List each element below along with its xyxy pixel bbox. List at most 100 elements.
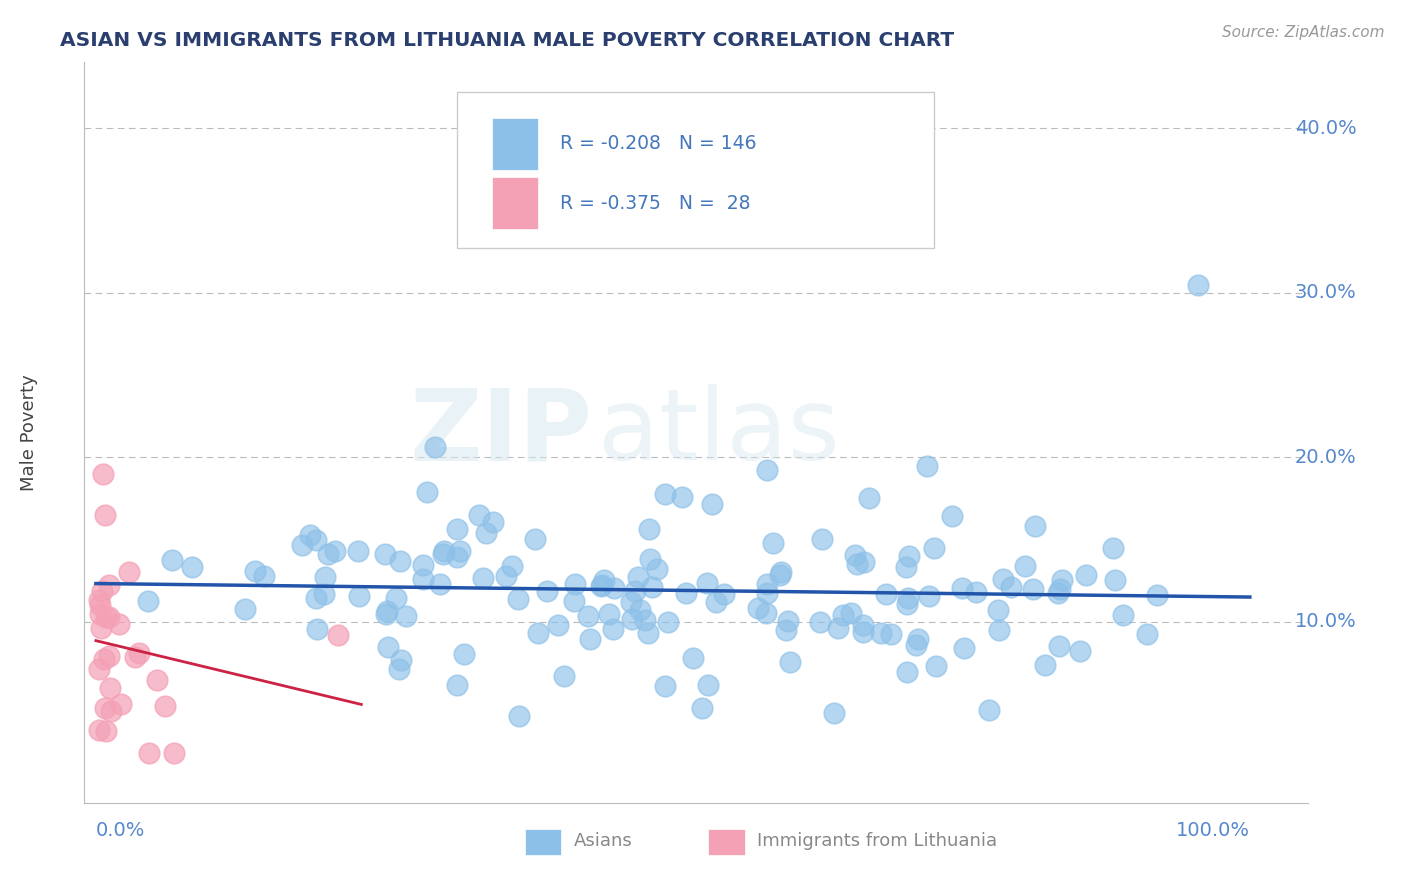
Point: [291, 538, 314, 552]
Point: [654, 487, 676, 501]
Point: [905, 638, 928, 652]
Point: [429, 576, 451, 591]
Text: Source: ZipAtlas.com: Source: ZipAtlas.com: [1222, 25, 1385, 40]
Point: [449, 543, 471, 558]
Point: [823, 706, 845, 721]
Point: [770, 565, 793, 579]
Point: [501, 559, 523, 574]
Point: [423, 440, 446, 454]
Point: [146, 673, 169, 687]
Point: [312, 587, 335, 601]
Text: Immigrants from Lithuania: Immigrants from Lithuania: [758, 832, 997, 850]
Point: [124, 650, 146, 665]
Point: [412, 572, 434, 586]
Point: [94, 610, 117, 624]
Point: [682, 651, 704, 665]
Point: [627, 570, 650, 584]
Point: [180, 560, 202, 574]
Point: [1014, 558, 1036, 573]
Point: [298, 528, 321, 542]
Point: [811, 532, 834, 546]
Point: [325, 544, 347, 558]
Point: [553, 669, 575, 683]
Point: [305, 622, 328, 636]
Point: [915, 458, 938, 473]
Point: [696, 576, 718, 591]
Point: [527, 625, 550, 640]
Point: [316, 547, 339, 561]
Point: [593, 573, 616, 587]
Point: [675, 586, 697, 600]
Point: [700, 497, 723, 511]
Point: [852, 618, 875, 632]
Point: [446, 522, 468, 536]
Point: [495, 569, 517, 583]
Point: [839, 606, 862, 620]
Point: [756, 586, 779, 600]
Point: [536, 584, 558, 599]
Point: [697, 678, 720, 692]
Point: [1146, 588, 1168, 602]
Point: [897, 591, 920, 606]
Point: [243, 564, 266, 578]
Point: [1033, 657, 1056, 672]
Point: [991, 572, 1014, 586]
Point: [844, 548, 866, 562]
Point: [1069, 644, 1091, 658]
Point: [628, 603, 651, 617]
Point: [347, 544, 370, 558]
Point: [1074, 567, 1097, 582]
Text: 100.0%: 100.0%: [1175, 822, 1250, 840]
Point: [416, 484, 439, 499]
Point: [97, 578, 120, 592]
Point: [110, 697, 132, 711]
Point: [235, 602, 257, 616]
Point: [93, 701, 115, 715]
Point: [598, 607, 620, 621]
Point: [645, 562, 668, 576]
Point: [769, 567, 792, 582]
Point: [624, 583, 647, 598]
Point: [98, 649, 121, 664]
Point: [851, 625, 873, 640]
Point: [314, 570, 336, 584]
Point: [385, 591, 408, 605]
Text: 0.0%: 0.0%: [96, 822, 145, 840]
Point: [591, 578, 613, 592]
Point: [907, 632, 929, 647]
Point: [846, 558, 869, 572]
Point: [987, 623, 1010, 637]
Point: [987, 603, 1010, 617]
Point: [896, 665, 918, 680]
Point: [1047, 640, 1070, 654]
Text: Asians: Asians: [574, 832, 633, 850]
Point: [880, 627, 903, 641]
FancyBboxPatch shape: [492, 118, 538, 169]
Point: [468, 508, 491, 522]
Point: [706, 595, 728, 609]
Point: [591, 579, 613, 593]
Point: [446, 678, 468, 692]
Point: [305, 591, 328, 606]
Point: [89, 607, 111, 622]
Point: [950, 581, 973, 595]
Point: [446, 550, 468, 565]
Point: [471, 571, 494, 585]
Point: [602, 622, 624, 636]
Point: [349, 589, 371, 603]
Point: [1136, 627, 1159, 641]
Text: ASIAN VS IMMIGRANTS FROM LITHUANIA MALE POVERTY CORRELATION CHART: ASIAN VS IMMIGRANTS FROM LITHUANIA MALE …: [60, 30, 955, 50]
Point: [508, 591, 530, 606]
Point: [412, 558, 434, 572]
Point: [87, 593, 110, 607]
Point: [138, 594, 160, 608]
Point: [377, 640, 399, 654]
Point: [89, 662, 111, 676]
Point: [375, 607, 398, 621]
Point: [432, 547, 454, 561]
FancyBboxPatch shape: [709, 829, 745, 855]
Point: [389, 653, 412, 667]
Text: R = -0.208   N = 146: R = -0.208 N = 146: [560, 135, 756, 153]
Point: [775, 624, 797, 638]
Text: 10.0%: 10.0%: [1295, 612, 1357, 632]
